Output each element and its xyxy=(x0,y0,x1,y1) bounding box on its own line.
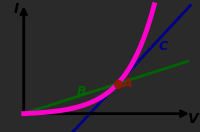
Text: V: V xyxy=(188,112,199,126)
Text: B: B xyxy=(77,86,87,98)
Text: I: I xyxy=(13,2,18,16)
Text: A: A xyxy=(123,77,132,89)
Text: C: C xyxy=(158,40,167,53)
